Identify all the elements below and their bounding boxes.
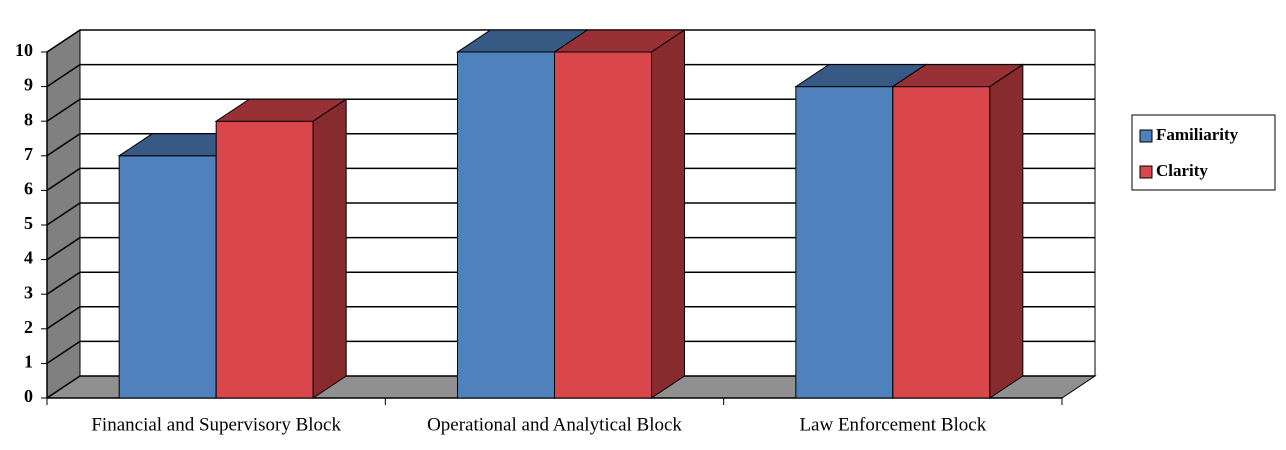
x-tick-label: Financial and Supervisory Block: [91, 414, 341, 435]
bar-side: [989, 63, 1024, 399]
x-tick-label: Operational and Analytical Block: [427, 414, 682, 435]
legend: Familiarity Clarity: [1131, 114, 1276, 191]
y-tick-label: 9: [24, 75, 33, 95]
grid-line: [46, 98, 1095, 122]
bar: [457, 51, 555, 399]
y-tick-label: 4: [24, 248, 33, 268]
legend-box: [1131, 114, 1276, 191]
grid-line: [46, 63, 1095, 88]
grid-line: [46, 202, 1095, 226]
bar: [215, 120, 314, 399]
y-tick-label: 1: [24, 352, 33, 372]
y-tick-label: 10: [15, 40, 33, 60]
y-tick-label: 7: [24, 144, 33, 164]
grid-line: [46, 236, 1095, 261]
grid-line: [46, 133, 1095, 157]
bar-side: [312, 98, 347, 399]
bar-side: [651, 29, 685, 399]
grid-line: [46, 167, 1095, 192]
grid-line: [46, 306, 1095, 330]
x-tick-label: Law Enforcement Block: [799, 414, 986, 435]
legend-label: Familiarity: [1156, 125, 1239, 144]
grid-line: [46, 29, 1095, 53]
bar: [118, 155, 217, 399]
y-tick-label: 0: [24, 386, 33, 406]
legend-swatch: [1139, 129, 1153, 143]
grid-line: [46, 271, 1095, 295]
y-tick-label: 5: [24, 213, 33, 233]
y-tick-label: 2: [24, 317, 33, 337]
y-tick-label: 3: [24, 282, 33, 302]
bar: [892, 86, 991, 399]
grid-line: [46, 375, 1095, 399]
legend-swatch: [1139, 165, 1153, 179]
y-tick-label: 8: [24, 109, 33, 129]
y-tick-label: 6: [24, 179, 33, 199]
bar: [795, 86, 894, 399]
grid-line: [46, 340, 1095, 365]
bar: [554, 51, 652, 399]
legend-label: Clarity: [1156, 161, 1208, 180]
